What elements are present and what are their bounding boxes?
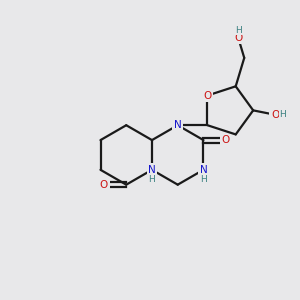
Text: H: H <box>148 175 155 184</box>
Text: H: H <box>235 26 242 34</box>
Text: O: O <box>234 33 242 43</box>
Text: O: O <box>271 110 279 120</box>
Text: O: O <box>100 180 108 190</box>
Text: N: N <box>174 120 182 130</box>
Text: H: H <box>280 110 286 119</box>
Text: N: N <box>148 165 156 175</box>
Text: O: O <box>203 91 211 100</box>
Text: N: N <box>200 165 207 175</box>
Text: H: H <box>200 175 207 184</box>
Text: O: O <box>222 135 230 145</box>
